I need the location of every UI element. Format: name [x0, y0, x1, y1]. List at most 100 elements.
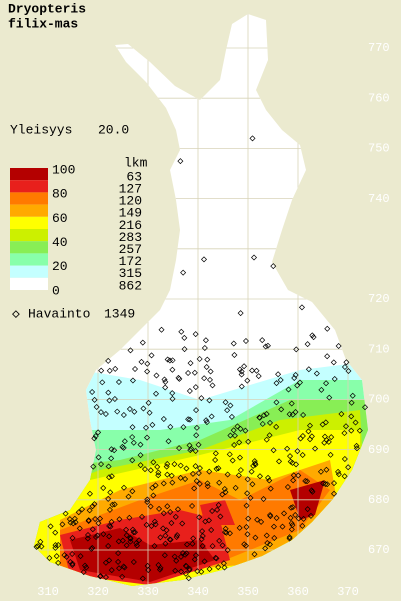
marker	[328, 434, 335, 441]
title-line: filix-mas	[8, 16, 78, 31]
marker	[162, 384, 169, 391]
marker	[324, 353, 331, 360]
marker	[236, 439, 243, 446]
marker	[281, 510, 288, 517]
grid-label: 350	[237, 585, 259, 599]
marker	[216, 479, 223, 486]
marker	[139, 513, 146, 520]
marker	[196, 480, 203, 487]
marker	[292, 511, 299, 518]
marker	[192, 448, 199, 455]
marker	[172, 513, 179, 520]
marker	[255, 373, 262, 380]
marker	[264, 540, 271, 547]
marker	[224, 407, 231, 414]
marker	[171, 553, 178, 560]
count: 172	[119, 254, 142, 269]
marker	[33, 543, 40, 550]
grid-label: 740	[368, 192, 390, 206]
marker	[298, 304, 305, 311]
marker	[341, 473, 348, 480]
marker	[191, 369, 198, 376]
marker	[193, 424, 200, 431]
marker	[238, 371, 245, 378]
marker	[148, 352, 155, 359]
marker	[260, 412, 267, 419]
marker	[185, 416, 192, 423]
marker	[107, 489, 114, 496]
marker	[224, 471, 231, 478]
marker	[144, 360, 151, 367]
marker	[108, 567, 115, 574]
marker	[168, 520, 175, 527]
marker	[201, 256, 207, 263]
zone	[200, 500, 235, 525]
marker	[151, 518, 158, 525]
marker	[62, 510, 69, 517]
marker	[242, 427, 249, 434]
marker	[181, 346, 188, 353]
marker	[258, 518, 265, 525]
marker	[243, 523, 250, 530]
marker	[202, 518, 209, 525]
marker	[348, 413, 355, 420]
marker	[182, 570, 189, 577]
marker	[251, 458, 258, 465]
marker	[108, 446, 115, 453]
marker	[259, 337, 266, 344]
marker	[356, 427, 363, 434]
marker	[164, 461, 171, 468]
marker	[145, 567, 152, 574]
marker	[270, 263, 277, 270]
marker	[69, 534, 76, 541]
marker	[139, 575, 146, 582]
marker	[185, 575, 192, 582]
marker	[288, 526, 295, 533]
marker	[143, 521, 150, 528]
marker	[237, 425, 244, 432]
marker	[193, 407, 200, 414]
marker	[222, 399, 229, 406]
marker	[102, 559, 109, 566]
marker	[137, 441, 144, 448]
marker	[77, 553, 84, 560]
marker	[89, 503, 96, 510]
grid-label: 670	[368, 543, 390, 557]
marker	[296, 379, 303, 386]
marker	[80, 569, 87, 576]
marker	[106, 506, 113, 513]
marker	[106, 522, 113, 529]
marker	[106, 367, 113, 374]
marker	[341, 455, 348, 462]
marker	[120, 484, 127, 491]
marker	[196, 514, 203, 521]
marker	[215, 564, 222, 571]
marker	[324, 481, 331, 488]
marker	[100, 531, 107, 538]
marker	[161, 376, 168, 383]
marker	[256, 414, 263, 421]
legend-swatch	[10, 277, 48, 290]
marker	[222, 489, 229, 496]
marker	[90, 463, 97, 470]
marker	[93, 404, 100, 410]
marker	[108, 518, 115, 525]
marker	[165, 438, 172, 445]
legend-swatch	[10, 168, 48, 181]
marker	[187, 447, 194, 454]
count: 149	[119, 206, 142, 221]
marker	[179, 550, 186, 557]
marker	[150, 459, 157, 466]
marker	[299, 522, 306, 529]
marker	[152, 521, 159, 528]
grid-label: 770	[368, 41, 390, 55]
marker	[166, 536, 173, 543]
marker	[270, 523, 277, 530]
marker	[198, 568, 205, 575]
marker	[201, 345, 208, 352]
marker	[209, 543, 216, 550]
grid-labels: 770 760 750 740 720 710 700 690 680 670 310 320 330 3…	[37, 41, 389, 599]
title-line: Dryopteris	[8, 1, 86, 16]
marker	[161, 552, 168, 559]
marker	[307, 512, 314, 519]
